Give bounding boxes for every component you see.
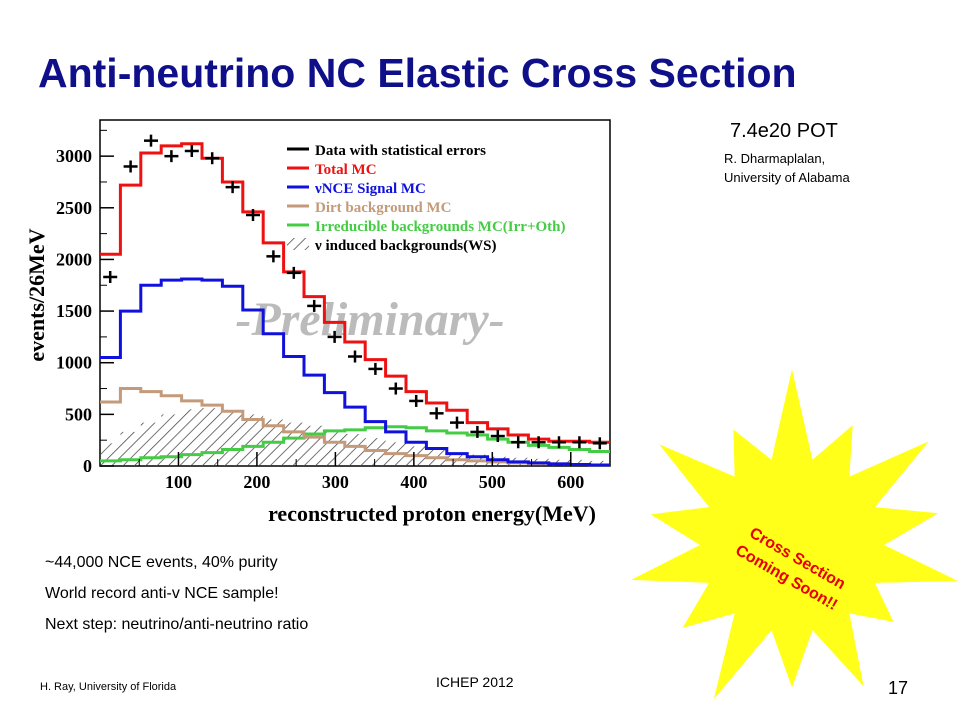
data-point [450, 416, 464, 429]
data-point [103, 270, 118, 283]
data-point [470, 425, 485, 438]
x-axis-label: reconstructed proton energy(MeV) [268, 501, 596, 526]
data-point [327, 330, 342, 343]
data-point [368, 362, 383, 375]
y-tick-label: 3000 [56, 146, 92, 166]
x-tick-label: 300 [322, 472, 349, 492]
y-axis-label: events/26MeV [24, 228, 49, 361]
y-tick-label: 1500 [56, 301, 92, 321]
data-point [123, 160, 138, 173]
legend-label: Irreducible backgrounds MC(Irr+Oth) [315, 219, 566, 235]
data-point [184, 144, 199, 157]
bullet-item: ~44,000 NCE events, 40% purity [45, 554, 278, 571]
legend-label: Total MC [315, 162, 377, 178]
legend-entry: ν induced backgrounds(WS) [287, 238, 496, 254]
author-name: R. Dharmaplalan, [724, 151, 826, 166]
legend-label: Dirt background MC [315, 200, 451, 216]
data-point [286, 266, 301, 279]
legend-entry: νNCE Signal MC [287, 181, 426, 197]
legend-label: Data with statistical errors [315, 143, 486, 159]
data-point [572, 436, 587, 449]
x-tick-label: 400 [400, 472, 427, 492]
preliminary-watermark: -Preliminary- [235, 293, 504, 346]
author-affiliation: University of Alabama [724, 170, 850, 185]
data-point [266, 250, 281, 263]
legend-label: ν induced backgrounds(WS) [314, 238, 496, 254]
data-point [144, 134, 158, 147]
data-point [409, 394, 424, 407]
page-number: 17 [888, 678, 909, 698]
x-tick-label: 500 [479, 472, 506, 492]
legend-entry: Total MC [287, 162, 377, 178]
pot-label: 7.4e20 POT [730, 120, 838, 142]
author-credit: R. Dharmaplalan, University of Alabama [724, 149, 850, 187]
legend-swatch [287, 238, 309, 250]
slide-title: Anti-neutrino NC Elastic Cross Section [38, 50, 797, 96]
data-point [388, 382, 403, 395]
data-point [490, 430, 505, 443]
data-point [552, 436, 566, 449]
data-point [429, 407, 444, 420]
footer-author: H. Ray, University of Florida [40, 681, 177, 693]
x-tick-label: 100 [165, 472, 192, 492]
data-point [348, 350, 362, 363]
series-total-mc [100, 142, 610, 444]
y-tick-label: 2000 [56, 249, 92, 269]
starburst-shape [631, 369, 958, 700]
legend-entry: Data with statistical errors [287, 143, 486, 159]
y-tick-label: 0 [83, 456, 92, 476]
data-point [307, 299, 322, 312]
data-point [164, 150, 179, 163]
legend-label: νNCE Signal MC [314, 181, 426, 197]
bullet-item: Next step: neutrino/anti-neutrino ratio [45, 616, 309, 633]
footer-conference: ICHEP 2012 [436, 674, 514, 690]
y-tick-label: 2500 [56, 198, 92, 218]
data-point [592, 437, 607, 450]
legend-entry: Irreducible backgrounds MC(Irr+Oth) [287, 219, 566, 235]
data-point [205, 152, 220, 165]
series-signal-mc [100, 277, 610, 467]
bullet-item: World record anti-v NCE sample! [45, 585, 279, 602]
data-point [531, 436, 546, 449]
data-point [511, 436, 526, 449]
series-nu-induced-hatch [100, 408, 610, 466]
data-point [225, 181, 240, 194]
legend-entry: Dirt background MC [287, 200, 451, 216]
x-tick-label: 600 [557, 472, 584, 492]
y-tick-label: 1000 [56, 353, 92, 373]
data-point [246, 209, 260, 222]
y-tick-label: 500 [65, 404, 92, 424]
x-tick-label: 200 [243, 472, 270, 492]
bullet-list: ~44,000 NCE events, 40% purity World rec… [45, 547, 308, 640]
